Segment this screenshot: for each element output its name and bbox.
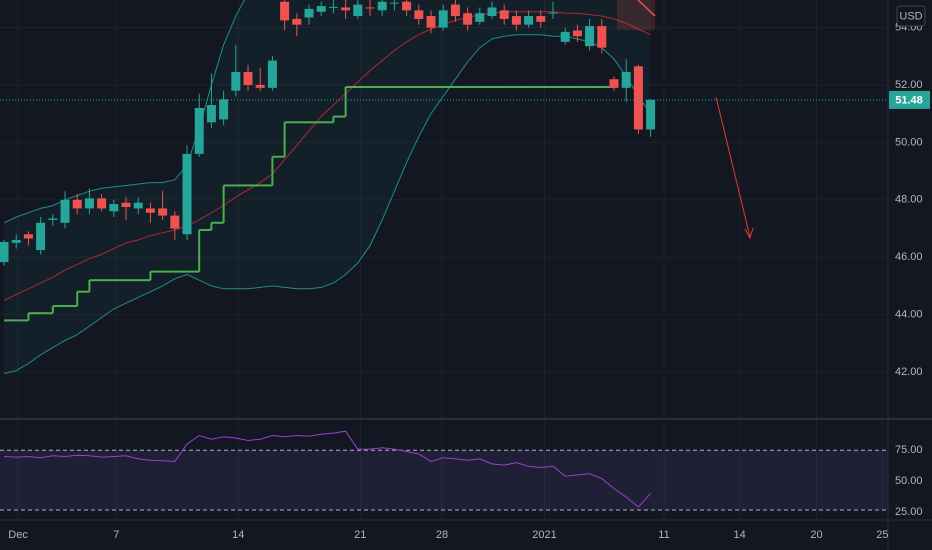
candle-body: [402, 1, 412, 11]
candle-body: [0, 242, 9, 263]
candle-body: [231, 72, 241, 91]
y-tick-label: 46.00: [895, 251, 923, 263]
drawing-line: [637, 0, 656, 17]
candle-body: [438, 10, 448, 28]
x-tick-label: 28: [436, 529, 448, 541]
candle-body: [23, 234, 33, 239]
candle-body: [60, 199, 70, 223]
candle-body: [365, 7, 375, 9]
candle-body: [560, 31, 570, 42]
y-tick-label: 50.00: [895, 136, 923, 148]
y-tick-label: 50.00: [895, 475, 923, 487]
candle-body: [548, 12, 558, 14]
candle-body: [170, 215, 180, 229]
candle-body: [597, 26, 607, 48]
candle-body: [414, 10, 424, 19]
candle-body: [572, 30, 582, 37]
candle-body: [487, 7, 497, 17]
candle-body: [304, 8, 314, 18]
candle-body: [133, 202, 143, 209]
indicator-line: [3, 11, 651, 301]
candle-body: [145, 208, 155, 213]
candle-body: [72, 199, 82, 209]
rsi-band-fill: [0, 450, 888, 511]
candle-body: [255, 84, 265, 88]
candle-body: [585, 26, 595, 47]
candle-body: [267, 60, 277, 88]
candle-body: [353, 4, 363, 17]
x-tick-label: 14: [232, 529, 244, 541]
candle-body: [511, 16, 521, 25]
drawing-zone: [617, 0, 655, 30]
arrow-drawing: [715, 96, 751, 238]
candle-body: [463, 13, 473, 25]
candle-body: [206, 105, 216, 123]
candle-body: [292, 18, 302, 25]
x-tick-label: 2021: [532, 529, 556, 541]
candle-body: [109, 204, 119, 212]
candle-body: [84, 198, 94, 209]
candle-body: [316, 6, 326, 12]
candle-body: [121, 202, 131, 207]
candle-body: [499, 10, 509, 19]
candle-body: [621, 72, 631, 88]
candle-body: [11, 240, 21, 243]
x-tick-label: 20: [810, 529, 822, 541]
candle-body: [646, 99, 656, 130]
candle-body: [158, 208, 168, 216]
x-tick-label: 25: [876, 529, 888, 541]
price-label: 51.48: [895, 94, 923, 106]
candle-body: [389, 2, 399, 4]
price-label-box: [889, 90, 930, 109]
candle-body: [377, 1, 387, 11]
candle-body: [219, 99, 229, 120]
y-tick-label: 42.00: [895, 366, 923, 378]
candle-body: [36, 222, 46, 251]
band-fill: [4, 0, 651, 374]
candle-body: [341, 7, 351, 11]
candle-body: [536, 16, 546, 22]
rsi-line: [3, 430, 651, 508]
y-tick-label: 52.00: [895, 79, 923, 91]
x-tick-label: 11: [658, 529, 669, 541]
x-tick-label: Dec: [8, 529, 28, 541]
x-tick-label: 21: [354, 529, 366, 541]
price-pane: [0, 0, 888, 374]
candle-body: [450, 4, 460, 17]
currency-label: USD: [899, 10, 922, 22]
candle-body: [97, 198, 107, 209]
y-tick-label: 48.00: [895, 194, 923, 206]
candle-body: [194, 107, 204, 154]
y-tick-label: 75.00: [895, 444, 923, 456]
x-tick-label: 14: [734, 529, 746, 541]
candle-body: [426, 16, 436, 28]
candle-body: [280, 1, 290, 21]
indicator-line: [3, 0, 245, 224]
indicator-line: [3, 34, 652, 374]
x-tick-label: 7: [113, 529, 119, 541]
arrow-head: [744, 227, 754, 240]
candle-body: [475, 13, 485, 22]
candle-body: [48, 218, 58, 220]
candle-body: [609, 79, 619, 88]
candle-body: [328, 6, 338, 8]
candle-body: [633, 66, 643, 130]
candle-body: [182, 153, 192, 235]
currency-box: [896, 5, 926, 27]
candle-body: [243, 72, 253, 85]
candle-body: [524, 16, 534, 25]
y-tick-label: 44.00: [895, 309, 923, 321]
rsi-pane: [0, 430, 888, 511]
y-tick-label: 25.00: [895, 506, 923, 518]
